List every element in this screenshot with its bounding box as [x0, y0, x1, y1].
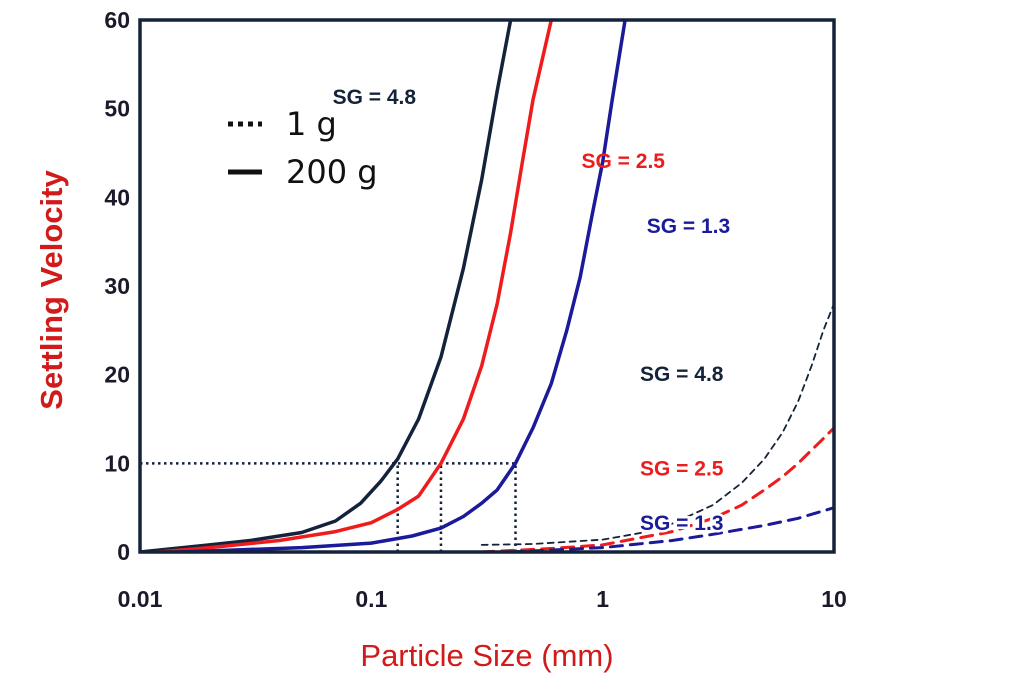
series-label: SG = 4.8	[333, 86, 417, 109]
legend-label: 1 g	[286, 105, 337, 143]
y-axis-title: Settling Velocity	[34, 170, 69, 410]
series-line-1g-13	[509, 506, 834, 552]
series-line-200g-13	[178, 20, 627, 552]
legend-label: 200 g	[286, 153, 378, 191]
series-labels: SG = 4.8 SG = 2.5 SG = 1.3 SG = 4.8 SG = 2.5…	[333, 86, 731, 537]
x-tick-label: 0.01	[118, 586, 163, 612]
y-tick-label: 10	[104, 450, 130, 476]
x-tick-label: 10	[821, 586, 847, 612]
series-label: SG = 2.5	[640, 458, 724, 481]
y-tick-label: 30	[104, 273, 130, 299]
y-tick-label: 60	[104, 7, 130, 33]
series-line-200g-48	[140, 20, 513, 552]
series-line-200g-25	[156, 20, 554, 552]
series-label: SG = 4.8	[640, 363, 724, 386]
x-tick-label: 0.1	[355, 586, 387, 612]
y-axis-ticks: 0 10 20 30 40 50 60	[104, 7, 130, 565]
series-label: SG = 1.3	[647, 215, 730, 238]
guide-lines	[140, 462, 517, 552]
data-curves	[140, 20, 834, 552]
y-tick-label: 50	[104, 96, 130, 122]
y-tick-label: 40	[104, 184, 130, 210]
legend: 1 g 200 g	[228, 105, 378, 191]
x-axis-ticks: 0.01 0.1 1 10	[118, 586, 847, 612]
series-label: SG = 2.5	[581, 150, 665, 173]
x-axis-title: Particle Size (mm)	[360, 638, 613, 673]
plot-area-frame	[138, 18, 836, 554]
y-tick-label: 0	[117, 539, 130, 565]
y-tick-label: 20	[104, 362, 130, 388]
series-label: SG = 1.3	[640, 512, 723, 535]
x-tick-label: 1	[596, 586, 609, 612]
series-line-1g-48	[480, 302, 834, 546]
series-line-1g-25	[480, 426, 834, 552]
